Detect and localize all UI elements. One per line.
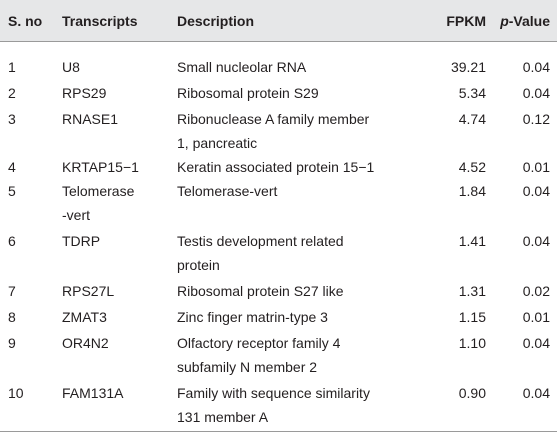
column-header: S. no bbox=[0, 0, 54, 42]
table-cell: Ribosomal protein S27 like bbox=[177, 283, 344, 299]
header-text: Transcripts bbox=[62, 12, 138, 29]
header-row: S. no Transcripts Description FPKM p-Value bbox=[0, 0, 557, 42]
table-cell: 4.52 bbox=[458, 159, 486, 175]
column-header: p-Value bbox=[494, 0, 557, 42]
table-cell: 0.04 bbox=[522, 85, 550, 101]
table-cell: 6 bbox=[8, 233, 16, 249]
table-cell: Olfactory receptor family 4 subfamily N … bbox=[177, 335, 341, 375]
header-text: S. no bbox=[8, 12, 43, 29]
table-cell: 10 bbox=[0, 381, 54, 432]
table-cell: 4.74 bbox=[458, 111, 486, 127]
table-cell: 39.21 bbox=[450, 59, 486, 75]
table-cell: 3 bbox=[8, 111, 16, 127]
table-row: 3 RNASE1 Ribonuclease A family member 1, p… bbox=[0, 107, 557, 155]
table-cell: 0.04 bbox=[494, 381, 557, 432]
table-cell: Keratin associated protein 15−1 bbox=[177, 159, 375, 175]
header-text: p-Value bbox=[500, 12, 550, 29]
table-cell: 5.34 bbox=[458, 85, 486, 101]
table-body: 1 U8 Small nucleolar RNA 39.21 0.04 2 RPS29 Rib… bbox=[0, 42, 557, 432]
table-cell: 7 bbox=[8, 283, 16, 299]
table-cell: FAM131A bbox=[54, 381, 169, 432]
column-header: FPKM bbox=[409, 0, 494, 42]
table-cell: RPS27L bbox=[62, 283, 115, 299]
table-row: 7 RPS27L Ribosomal protein S27 like 1.31 0.0… bbox=[0, 279, 557, 305]
table-cell: Telomerase -vert bbox=[62, 183, 135, 223]
table-header: S. no Transcripts Description FPKM p-Value bbox=[0, 0, 557, 42]
table-cell: ZMAT3 bbox=[62, 309, 107, 325]
table-row: 6 TDRP Testis development related protein 1… bbox=[0, 229, 557, 279]
table-cell: TDRP bbox=[62, 233, 101, 249]
table-cell: 0.04 bbox=[522, 59, 550, 75]
table-row: 5 Telomerase -vert Telomerase-vert 1.84 0.04 bbox=[0, 179, 557, 229]
table-cell: Telomerase-vert bbox=[177, 183, 278, 199]
table-cell: 0.04 bbox=[522, 233, 550, 249]
column-header: Description bbox=[169, 0, 409, 42]
table-row: 10 FAM131A Family with sequence similarity… bbox=[0, 381, 557, 432]
table-row: 1 U8 Small nucleolar RNA 39.21 0.04 bbox=[0, 42, 557, 82]
table-cell: 9 bbox=[8, 335, 16, 351]
table-cell: 0.90 bbox=[409, 381, 494, 432]
table-cell: RPS29 bbox=[62, 85, 107, 101]
table-cell: 0.04 bbox=[522, 335, 550, 351]
table-cell: U8 bbox=[62, 59, 80, 75]
column-header: Transcripts bbox=[54, 0, 169, 42]
table-cell: Ribosomal protein S29 bbox=[177, 85, 319, 101]
table-cell: Family with sequence similarity 131 memb… bbox=[169, 381, 409, 432]
table-row: 9 OR4N2 Olfactory receptor family 4 subfam… bbox=[0, 331, 557, 381]
table-cell: Small nucleolar RNA bbox=[177, 59, 307, 75]
table-cell: 1.41 bbox=[458, 233, 486, 249]
table-cell: 1 bbox=[8, 59, 16, 75]
table-cell: 0.01 bbox=[522, 159, 550, 175]
table-cell: 0.04 bbox=[522, 183, 550, 199]
table-cell: 0.02 bbox=[522, 283, 550, 299]
table-cell: Zinc finger matrin-type 3 bbox=[177, 309, 328, 325]
table-cell: 4 bbox=[8, 159, 16, 175]
header-text: FPKM bbox=[446, 12, 486, 29]
table-cell: 0.01 bbox=[522, 309, 550, 325]
table-cell: Ribonuclease A family member 1, pancreat… bbox=[177, 111, 370, 151]
table-cell: 0.12 bbox=[522, 111, 550, 127]
table-cell: KRTAP15−1 bbox=[62, 159, 139, 175]
table-cell: 1.31 bbox=[458, 283, 486, 299]
table-cell: OR4N2 bbox=[62, 335, 109, 351]
header-text: Description bbox=[177, 12, 255, 29]
table-cell: RNASE1 bbox=[62, 111, 119, 127]
table-cell: 1.15 bbox=[458, 309, 486, 325]
table-cell: 5 bbox=[8, 183, 16, 199]
table-cell: 8 bbox=[8, 309, 16, 325]
table-cell: 1.10 bbox=[458, 335, 486, 351]
table-cell: 1.84 bbox=[458, 183, 486, 199]
table-cell: 2 bbox=[8, 85, 16, 101]
table-row: 4 KRTAP15−1 Keratin associated protein 15−… bbox=[0, 155, 557, 179]
table-row: 8 ZMAT3 Zinc finger matrin-type 3 1.15 0.01 bbox=[0, 305, 557, 331]
table-cell: Testis development related protein bbox=[177, 233, 344, 273]
table-row: 2 RPS29 Ribosomal protein S29 5.34 0.04 bbox=[0, 81, 557, 107]
